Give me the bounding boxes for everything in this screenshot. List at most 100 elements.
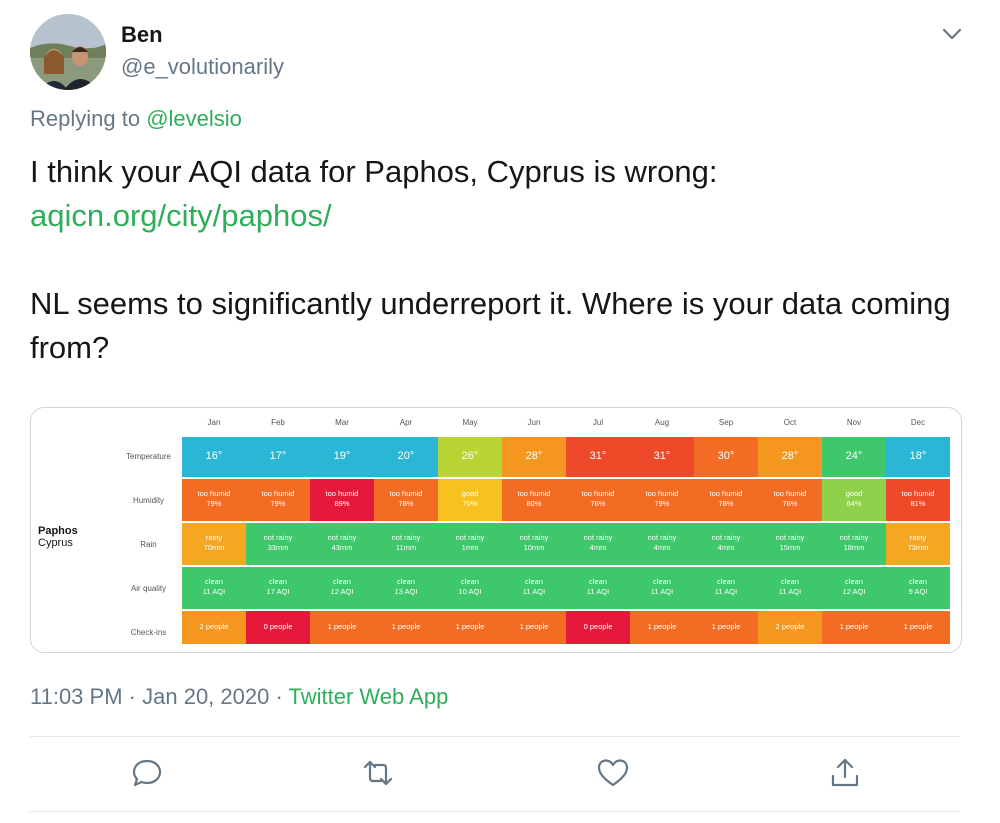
checkins-value: 1 people: [327, 622, 357, 631]
rain-detail: 73mm: [907, 543, 929, 552]
air_quality-value: clean: [333, 577, 351, 586]
air_quality-detail: 11 AQI: [586, 587, 610, 596]
humidity-detail: 79%: [206, 499, 222, 508]
air_quality-detail: 10 AQI: [458, 587, 482, 596]
humidity-detail: 80%: [526, 499, 542, 508]
temperature-value: 28°: [781, 450, 799, 462]
chevron-down-icon[interactable]: [938, 20, 966, 48]
air_quality-value: clean: [909, 577, 927, 586]
like-icon[interactable]: [596, 756, 630, 790]
humidity-detail: 89%: [334, 499, 350, 508]
checkins-cell: 1 people: [374, 611, 438, 644]
tweet-line-1: I think your AQI data for Paphos, Cyprus…: [30, 154, 718, 189]
month-label: Nov: [846, 418, 862, 427]
rain-detail: 1mm: [461, 543, 479, 552]
checkins-cell: 0 people: [566, 611, 630, 644]
checkins-value: 2 people: [199, 622, 229, 631]
avatar[interactable]: [30, 14, 106, 90]
checkins-cell: 1 people: [502, 611, 566, 644]
humidity-cell: too humid 79%: [182, 479, 246, 521]
rain-value: not rainy: [327, 533, 357, 542]
air_quality-detail: 13 AQI: [394, 587, 418, 596]
temperature-cell: 30°: [694, 437, 758, 477]
temperature-value: 17°: [269, 450, 287, 462]
city-name: Paphos: [38, 525, 78, 537]
humidity-detail: 79%: [270, 499, 286, 508]
month-label: Aug: [654, 418, 670, 427]
air_quality-value: clean: [397, 577, 415, 586]
row-label: Check-ins: [130, 628, 167, 637]
air_quality-detail: 11 AQI: [202, 587, 226, 596]
checkins-value: 0 people: [263, 622, 293, 631]
air_quality-cell: clean 11 AQI: [630, 567, 694, 609]
checkins-cell: 1 people: [886, 611, 950, 644]
share-icon[interactable]: [828, 756, 862, 790]
tweet-date[interactable]: Jan 20, 2020: [142, 684, 270, 709]
temperature-value: 24°: [845, 450, 863, 462]
temperature-cell: 17°: [246, 437, 310, 477]
author-handle[interactable]: @e_volutionarily: [121, 54, 284, 79]
retweet-icon[interactable]: [361, 756, 395, 790]
air_quality-detail: 11 AQI: [522, 587, 546, 596]
humidity-cell: too humid 81%: [886, 479, 950, 521]
humidity-detail: 76%: [782, 499, 798, 508]
rain-detail: 4mm: [717, 543, 735, 552]
humidity-cell: too humid 76%: [758, 479, 822, 521]
checkins-value: 1 people: [903, 622, 933, 631]
air_quality-value: clean: [269, 577, 287, 586]
air_quality-cell: clean 11 AQI: [758, 567, 822, 609]
rain-detail: 33mm: [267, 543, 289, 552]
temperature-cell: 31°: [630, 437, 694, 477]
row-label: Air quality: [130, 584, 167, 593]
divider: [30, 736, 960, 737]
humidity-cell: too humid 79%: [246, 479, 310, 521]
air_quality-value: clean: [589, 577, 607, 586]
reply-mention-link[interactable]: @levelsio: [146, 106, 242, 131]
author-name[interactable]: Ben: [121, 22, 163, 47]
humidity-value: too humid: [901, 489, 935, 498]
checkins-value: 1 people: [711, 622, 741, 631]
checkins-cell: 1 people: [438, 611, 502, 644]
temperature-value: 16°: [205, 450, 223, 462]
rain-value: not rainy: [455, 533, 485, 542]
city-label: Paphos Cyprus: [38, 525, 78, 549]
rain-cell: not rainy 33mm: [246, 523, 310, 565]
checkins-value: 1 people: [839, 622, 869, 631]
rain-detail: 4mm: [589, 543, 607, 552]
attached-image[interactable]: Paphos Cyprus Jan Feb Mar Apr May Jun Jul Aug Se…: [30, 407, 962, 653]
tweet-text: I think your AQI data for Paphos, Cyprus…: [30, 150, 960, 370]
country-name: Cyprus: [38, 537, 73, 549]
checkins-cell: 1 people: [694, 611, 758, 644]
replying-prefix: Replying to: [30, 106, 141, 131]
replying-to: Replying to @levelsio: [30, 106, 242, 132]
humidity-value: too humid: [389, 489, 423, 498]
tweet-source[interactable]: Twitter Web App: [288, 684, 449, 709]
air_quality-cell: clean 12 AQI: [310, 567, 374, 609]
air_quality-value: clean: [461, 577, 479, 586]
temperature-cell: 19°: [310, 437, 374, 477]
rain-cell: not rainy 4mm: [694, 523, 758, 565]
humidity-value: too humid: [197, 489, 231, 498]
air_quality-detail: 11 AQI: [650, 587, 674, 596]
humidity-cell: too humid 78%: [374, 479, 438, 521]
air_quality-detail: 11 AQI: [778, 587, 802, 596]
month-label: Apr: [399, 418, 413, 427]
tweet-link[interactable]: aqicn.org/city/paphos/: [30, 198, 332, 233]
month-label: Mar: [335, 418, 349, 427]
tweet-time[interactable]: 11:03 PM: [30, 684, 123, 709]
temperature-cell: 28°: [758, 437, 822, 477]
checkins-value: 1 people: [519, 622, 549, 631]
divider: [30, 811, 960, 812]
air_quality-cell: clean 9 AQI: [886, 567, 950, 609]
humidity-cell: too humid 79%: [630, 479, 694, 521]
humidity-cell: good 70%: [438, 479, 502, 521]
humidity-detail: 64%: [846, 499, 862, 508]
rain-detail: 70mm: [203, 543, 225, 552]
temperature-cell: 18°: [886, 437, 950, 477]
reply-icon[interactable]: [130, 756, 164, 790]
checkins-value: 1 people: [391, 622, 421, 631]
checkins-cell: 2 people: [182, 611, 246, 644]
temperature-value: 18°: [909, 450, 927, 462]
humidity-value: too humid: [645, 489, 679, 498]
humidity-cell: too humid 78%: [694, 479, 758, 521]
